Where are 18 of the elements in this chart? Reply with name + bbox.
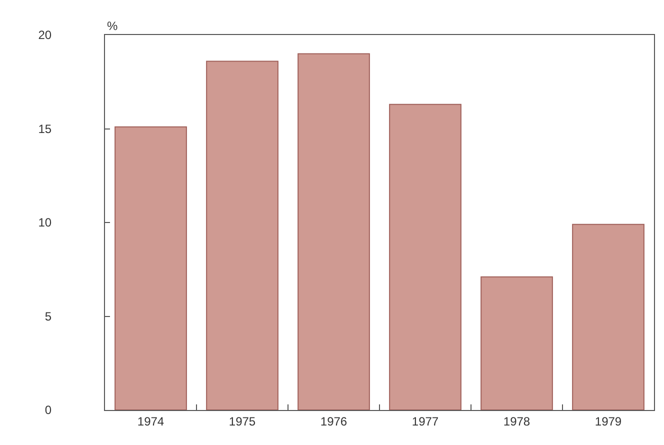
y-tick-label: 20 bbox=[38, 28, 52, 42]
y-tick-label: 10 bbox=[38, 216, 52, 230]
bar bbox=[572, 224, 644, 410]
x-tick-label: 1979 bbox=[594, 414, 622, 428]
y-tick-label: 15 bbox=[38, 122, 52, 136]
bar bbox=[298, 53, 370, 410]
bar bbox=[114, 126, 187, 410]
bar bbox=[206, 60, 278, 410]
bar bbox=[480, 276, 553, 410]
y-tick-label: 0 bbox=[44, 403, 52, 418]
x-tick-label: 1975 bbox=[228, 414, 256, 428]
x-tick-label: 1976 bbox=[320, 414, 348, 428]
y-axis-title: % bbox=[107, 19, 118, 33]
x-tick-label: 1978 bbox=[503, 414, 530, 428]
x-tick-label: 1974 bbox=[137, 414, 164, 428]
x-tick-label: 1977 bbox=[412, 414, 439, 428]
bar bbox=[389, 104, 462, 410]
y-tick-label: 5 bbox=[44, 309, 52, 324]
